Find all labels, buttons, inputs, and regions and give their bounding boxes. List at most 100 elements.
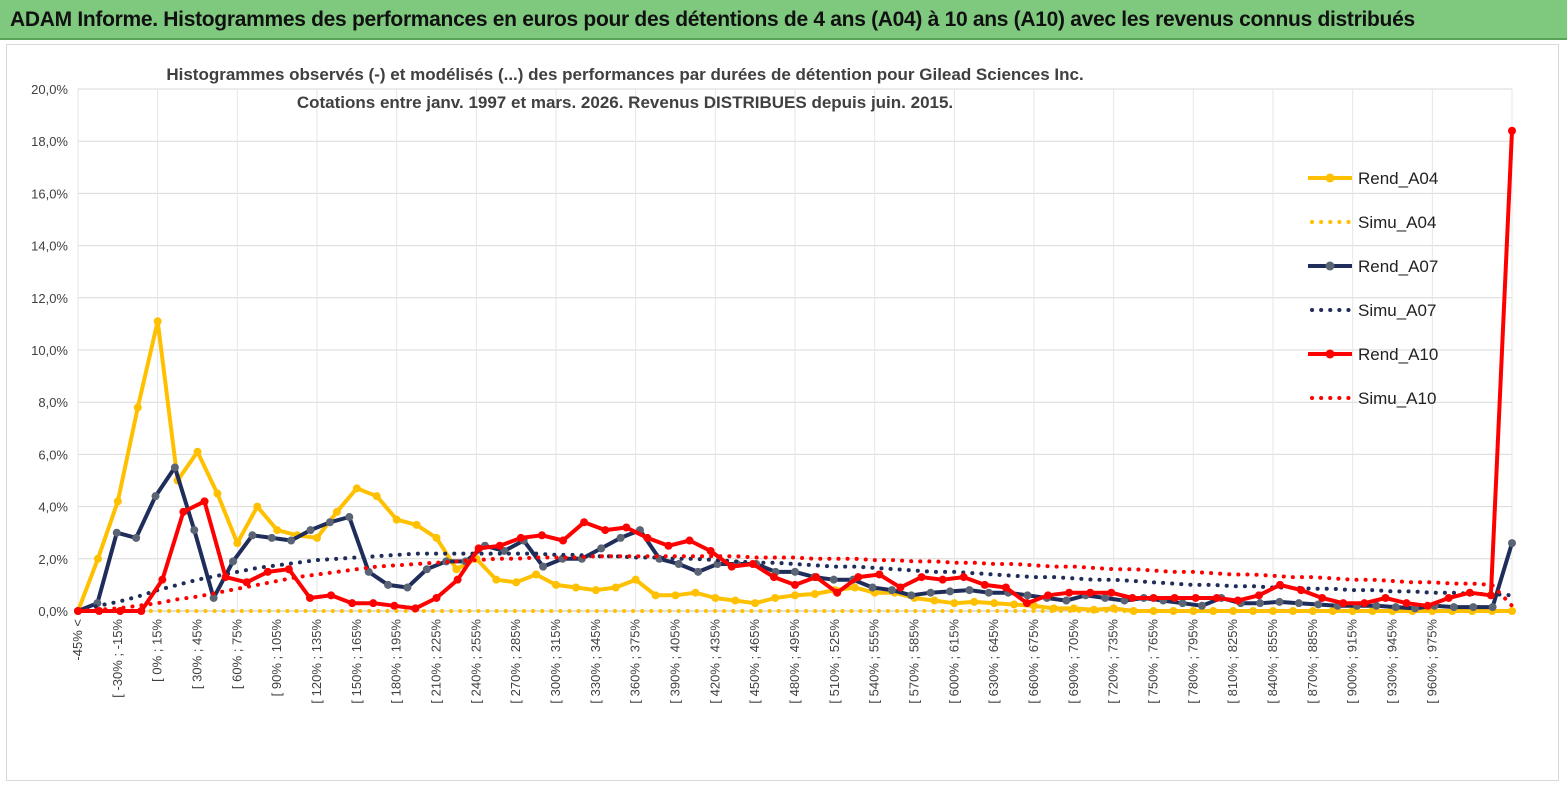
point-rend-a07	[1062, 596, 1071, 605]
y-tick-label: 2,0%	[38, 552, 68, 567]
point-rend-a10	[1149, 593, 1158, 602]
x-tick-label: [ 420% ; 435%	[707, 619, 722, 704]
point-rend-a07	[151, 492, 160, 501]
legend-marker-rend-a10	[1325, 349, 1335, 359]
point-rend-a10	[1107, 588, 1116, 597]
x-tick-label: [ 570% ; 585%	[907, 619, 922, 704]
point-rend-a04	[392, 515, 401, 524]
point-rend-a04	[153, 317, 162, 326]
x-tick-label: [ 870% ; 885%	[1305, 619, 1320, 704]
x-tick-label: [ 480% ; 495%	[787, 619, 802, 704]
point-rend-a04	[691, 588, 700, 597]
point-rend-a04	[273, 526, 282, 535]
point-rend-a04	[771, 593, 780, 602]
point-rend-a10	[664, 541, 673, 550]
point-rend-a10	[917, 573, 926, 582]
x-tick-label: [ 810% ; 825%	[1225, 619, 1240, 704]
point-rend-a04	[1269, 607, 1277, 615]
point-rend-a07	[868, 583, 877, 592]
point-rend-a10	[369, 599, 378, 608]
point-rend-a10	[1191, 593, 1200, 602]
point-rend-a04	[113, 497, 122, 506]
y-tick-label: 8,0%	[38, 395, 68, 410]
point-rend-a10	[221, 573, 230, 582]
point-rend-a07	[267, 533, 276, 542]
point-rend-a04	[1508, 607, 1516, 615]
y-tick-label: 16,0%	[31, 186, 68, 201]
point-rend-a04	[532, 570, 541, 579]
chart-title: Histogrammes observés (-) et modélisés (…	[166, 65, 1083, 84]
point-rend-a10	[727, 562, 736, 571]
chart-subtitle: Cotations entre janv. 1997 et mars. 2026…	[297, 93, 953, 112]
point-rend-a10	[875, 570, 884, 579]
x-tick-label: [ 960% ; 975%	[1424, 619, 1439, 704]
point-rend-a10	[1086, 588, 1095, 597]
point-rend-a07	[946, 587, 955, 596]
x-tick-label: [ 210% ; 225%	[429, 619, 444, 704]
point-rend-a10	[1486, 591, 1495, 600]
point-rend-a04	[332, 507, 341, 516]
y-tick-label: 4,0%	[38, 500, 68, 515]
point-rend-a07	[170, 463, 179, 472]
point-rend-a07	[1275, 597, 1284, 606]
x-tick-label: [ -30% ; -15%	[110, 619, 125, 698]
point-rend-a04	[731, 596, 740, 605]
point-rend-a04	[611, 583, 620, 592]
x-tick-label: [ 660% ; 675%	[1026, 619, 1041, 704]
legend: Rend_A04 Simu_A04 Rend_A07 Simu_A07 Rend_A10…	[1308, 169, 1438, 408]
point-rend-a04	[452, 565, 461, 574]
point-rend-a07	[209, 593, 218, 602]
point-rend-a10	[1318, 593, 1327, 602]
point-rend-a10	[1297, 586, 1306, 595]
point-rend-a04	[751, 599, 760, 608]
point-rend-a10	[1508, 126, 1516, 135]
x-tick-label: [ 0% ; 15%	[150, 619, 165, 682]
legend-marker-rend-a04	[1325, 173, 1335, 183]
x-tick-label: [ 510% ; 525%	[827, 619, 842, 704]
point-rend-a04	[1209, 607, 1218, 615]
point-rend-a10	[1423, 601, 1432, 610]
point-rend-a10	[1381, 593, 1390, 602]
x-tick-label: [ 900% ; 915%	[1345, 619, 1360, 704]
x-tick-label: [ 690% ; 705%	[1066, 619, 1081, 704]
point-rend-a10	[748, 560, 757, 569]
legend-label-simu-a07: Simu_A07	[1358, 301, 1436, 320]
x-tick-label: [ 630% ; 645%	[986, 619, 1001, 704]
point-rend-a07	[694, 567, 703, 576]
point-rend-a10	[411, 604, 420, 613]
point-rend-a10	[200, 497, 209, 506]
point-rend-a07	[345, 513, 354, 522]
point-rend-a10	[263, 567, 272, 576]
point-rend-a04	[313, 533, 321, 542]
x-tick-label: [ 840% ; 855%	[1265, 619, 1280, 704]
point-rend-a10	[938, 575, 947, 584]
point-rend-a07	[1372, 601, 1381, 610]
point-rend-a10	[1254, 591, 1263, 600]
x-tick-label: [ 180% ; 195%	[389, 619, 404, 704]
point-rend-a10	[348, 599, 357, 608]
point-rend-a04	[213, 489, 222, 498]
point-rend-a10	[516, 533, 525, 542]
x-tick-label: -45% <	[70, 619, 85, 661]
x-tick-label: [ 120% ; 135%	[309, 619, 324, 704]
point-rend-a10	[559, 536, 568, 545]
point-rend-a10	[474, 544, 483, 553]
point-rend-a07	[364, 567, 373, 576]
point-rend-a04	[1030, 601, 1038, 610]
point-rend-a10	[179, 507, 188, 516]
point-rend-a07	[1023, 591, 1032, 600]
legend-label-rend-a10: Rend_A10	[1358, 345, 1438, 364]
point-rend-a04	[850, 583, 859, 592]
point-rend-a07	[306, 526, 315, 535]
point-rend-a10	[327, 591, 336, 600]
point-rend-a07	[384, 580, 393, 589]
x-tick-label: [ 30% ; 45%	[190, 619, 205, 690]
point-rend-a04	[432, 533, 441, 542]
point-rend-a07	[887, 586, 896, 595]
point-rend-a10	[1233, 596, 1242, 605]
legend-label-rend-a04: Rend_A04	[1358, 169, 1438, 188]
point-rend-a04	[571, 583, 580, 592]
point-rend-a10	[284, 565, 293, 574]
point-rend-a07	[325, 518, 334, 527]
x-tick-label: [ 390% ; 405%	[668, 619, 683, 704]
